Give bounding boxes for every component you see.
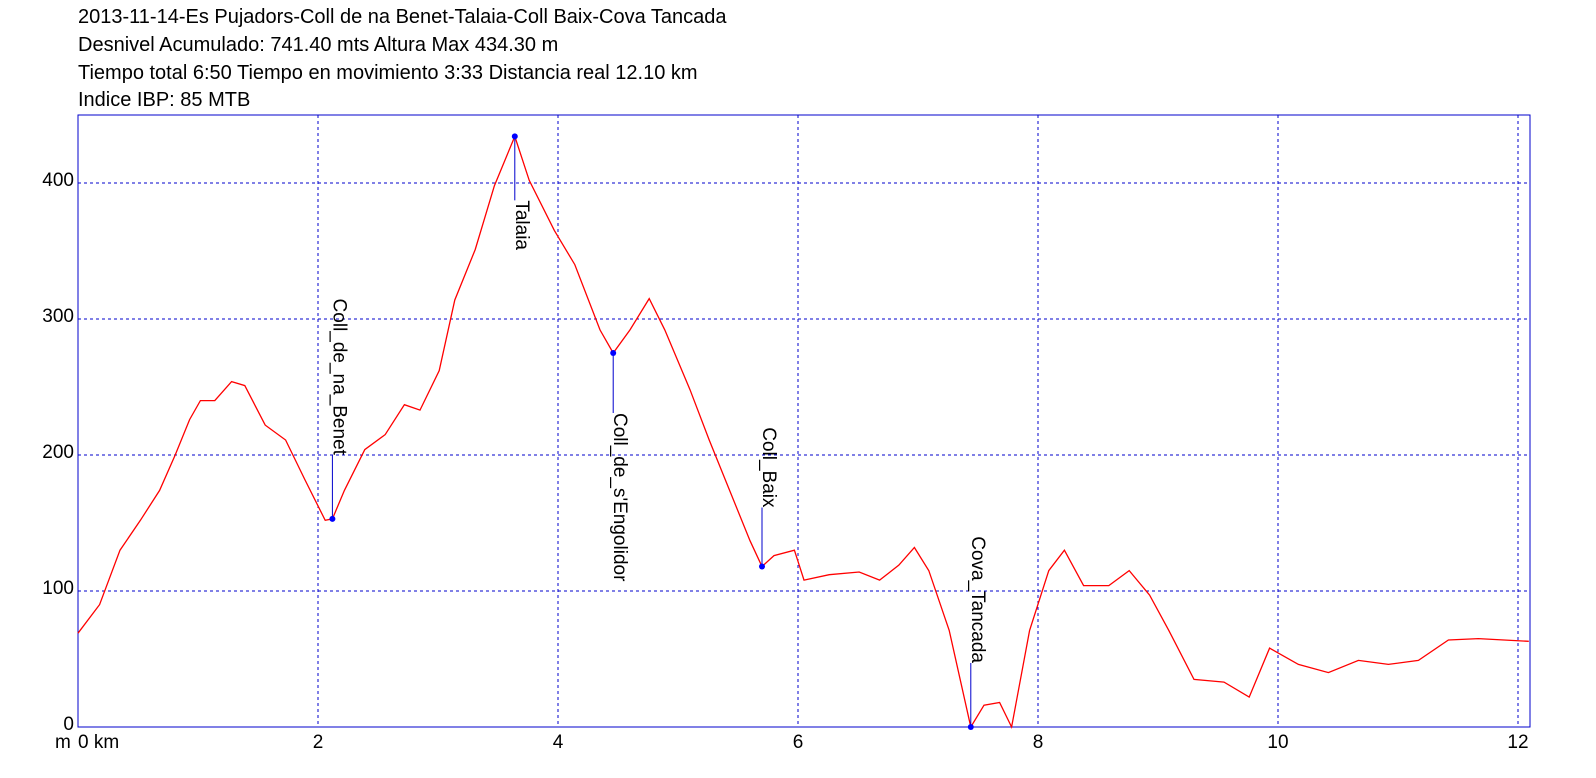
y-axis-label: m <box>55 732 71 753</box>
x-tick-label: 12 <box>1507 732 1528 753</box>
subtitle: Indice IBP: 85 MTB <box>78 89 250 111</box>
y-tick-label: 300 <box>42 306 74 327</box>
waypoint-marker <box>511 133 518 140</box>
x-tick-label: 0 km <box>78 732 119 753</box>
x-tick-label: 2 <box>313 732 324 753</box>
waypoint-label: Coll_Baix <box>758 427 779 508</box>
waypoint-label: Talaia <box>511 200 532 250</box>
x-tick-label: 6 <box>793 732 804 753</box>
x-tick-label: 10 <box>1267 732 1288 753</box>
waypoint-marker <box>967 724 974 730</box>
waypoint-marker <box>610 350 617 356</box>
waypoint-label: Coll_de_s'Engolidor <box>609 413 630 582</box>
elevation-line <box>77 134 1529 730</box>
plot-frame <box>77 114 1531 728</box>
subtitle: Desnivel Acumulado: 741.40 mts Altura Ma… <box>78 34 558 56</box>
y-tick-label: 100 <box>42 578 74 599</box>
chart-title: 2013-11-14-Es Pujadors-Coll de na Benet-… <box>78 6 727 28</box>
y-tick-label: 200 <box>42 442 74 463</box>
waypoint-marker <box>329 515 336 522</box>
waypoint-label: Coll_de_na_Benet <box>328 299 349 456</box>
y-tick-label: 0 <box>63 714 74 735</box>
waypoint-marker <box>759 563 765 570</box>
y-tick-label: 400 <box>42 170 74 191</box>
x-tick-label: 8 <box>1033 732 1044 753</box>
subtitle: Tiempo total 6:50 Tiempo en movimiento 3… <box>78 62 698 84</box>
waypoint-label: Cova_Tancada <box>967 536 988 663</box>
x-tick-label: 4 <box>553 732 564 753</box>
